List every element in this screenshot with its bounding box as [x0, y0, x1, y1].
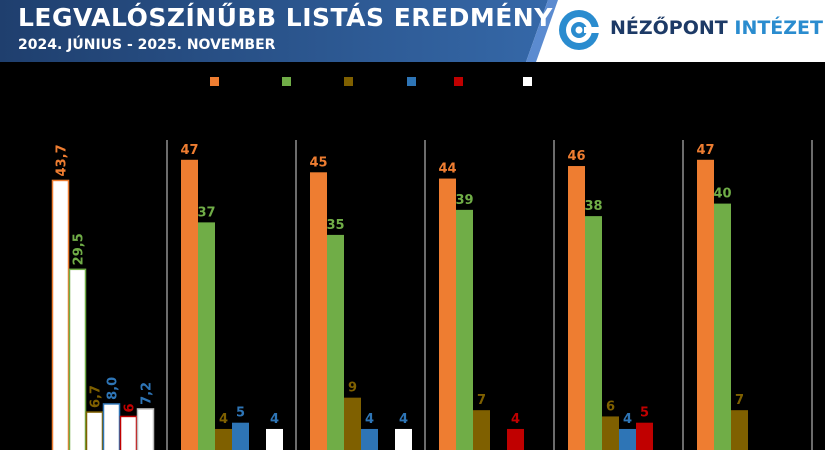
- legend-swatch-brown: [344, 77, 353, 86]
- bar-group-2-blue: [232, 422, 249, 450]
- data-label-group-2-brown: 4: [219, 412, 228, 427]
- data-label-group-1-red: 6: [123, 403, 138, 412]
- bar-group-6-orange: [697, 159, 714, 450]
- page-subtitle: 2024. JÚNIUS - 2025. NOVEMBER: [18, 37, 276, 53]
- data-label-group-1-orange: 43,7: [55, 144, 70, 176]
- data-label-group-3-orange: 45: [309, 155, 327, 170]
- bar-group-3-green: [327, 234, 344, 450]
- bar-group-4-brown: [473, 410, 490, 450]
- data-label-group-1-brown: 6,7: [89, 385, 104, 408]
- bar-group-6-green: [714, 203, 731, 450]
- legend-swatch-blue: [407, 77, 416, 86]
- data-label-group-6-green: 40: [713, 187, 731, 202]
- bar-group-1-orange: [51, 179, 70, 450]
- data-label-group-4-green: 39: [455, 193, 473, 208]
- bar-group-4-red: [507, 428, 524, 450]
- data-label-group-2-green: 37: [197, 205, 215, 220]
- data-label-group-5-green: 38: [584, 199, 602, 214]
- data-label-group-5-brown: 6: [606, 399, 615, 414]
- data-label-group-6-orange: 47: [696, 143, 714, 158]
- legend-swatch-green: [282, 77, 291, 86]
- bar-group-1-green: [68, 268, 87, 450]
- bar-group-2-brown: [215, 428, 232, 450]
- bar-group-3-brown: [344, 397, 361, 450]
- data-label-group-1-green: 29,5: [72, 233, 87, 265]
- bar-group-1-blue: [102, 403, 121, 450]
- bar-group-3-white: [395, 428, 412, 450]
- bar-group-2-white: [266, 428, 283, 450]
- bar-group-5-red: [636, 422, 653, 450]
- data-label-group-1-white: 7,2: [140, 382, 155, 405]
- data-label-group-3-white: 4: [399, 412, 408, 427]
- data-label-group-3-green: 35: [326, 218, 344, 233]
- data-label-group-5-blue: 4: [623, 412, 632, 427]
- data-label-group-3-brown: 9: [348, 381, 357, 396]
- brand-name-part2: INTÉZET: [734, 17, 824, 39]
- legend-swatch-red: [454, 77, 463, 86]
- brand-name: NÉZŐPONT INTÉZET: [610, 17, 823, 39]
- bar-group-4-orange: [439, 178, 456, 450]
- bar-group-3-blue: [361, 428, 378, 450]
- nezopont-logo-icon: [559, 10, 601, 50]
- data-label-group-4-red: 4: [511, 412, 520, 427]
- bar-group-4-green: [456, 209, 473, 450]
- bar-group-5-brown: [602, 416, 619, 450]
- page-title: LEGVALÓSZÍNŰBB LISTÁS EREDMÉNY: [18, 3, 553, 32]
- data-label-group-2-white: 4: [270, 412, 279, 427]
- bar-group-2-green: [198, 222, 215, 450]
- data-label-group-1-blue: 8,0: [106, 377, 121, 400]
- data-label-group-5-red: 5: [640, 406, 649, 421]
- bar-group-1-white: [136, 408, 155, 450]
- bar-group-5-green: [585, 216, 602, 450]
- bar-group-1-brown: [85, 411, 104, 450]
- bar-group-1-red: [119, 415, 138, 450]
- bar-group-5-blue: [619, 428, 636, 450]
- bar-group-2-orange: [181, 159, 198, 450]
- brand-name-part1: NÉZŐPONT: [610, 17, 728, 39]
- data-label-group-2-orange: 47: [180, 143, 198, 158]
- data-label-group-2-blue: 5: [236, 406, 245, 421]
- bar-group-6-brown: [731, 410, 748, 450]
- data-label-group-5-orange: 46: [567, 149, 585, 164]
- data-label-group-6-brown: 7: [735, 393, 744, 408]
- header: LEGVALÓSZÍNŰBB LISTÁS EREDMÉNY 2024. JÚN…: [0, 0, 825, 62]
- header-banner: [0, 0, 558, 62]
- bar-group-3-orange: [310, 172, 327, 450]
- bar-group-5-orange: [568, 166, 585, 450]
- data-label-group-4-brown: 7: [477, 393, 486, 408]
- legend-swatch-white: [523, 77, 532, 86]
- data-label-group-3-blue: 4: [365, 412, 374, 427]
- data-label-group-4-orange: 44: [438, 162, 456, 177]
- legend-swatch-orange: [210, 77, 219, 86]
